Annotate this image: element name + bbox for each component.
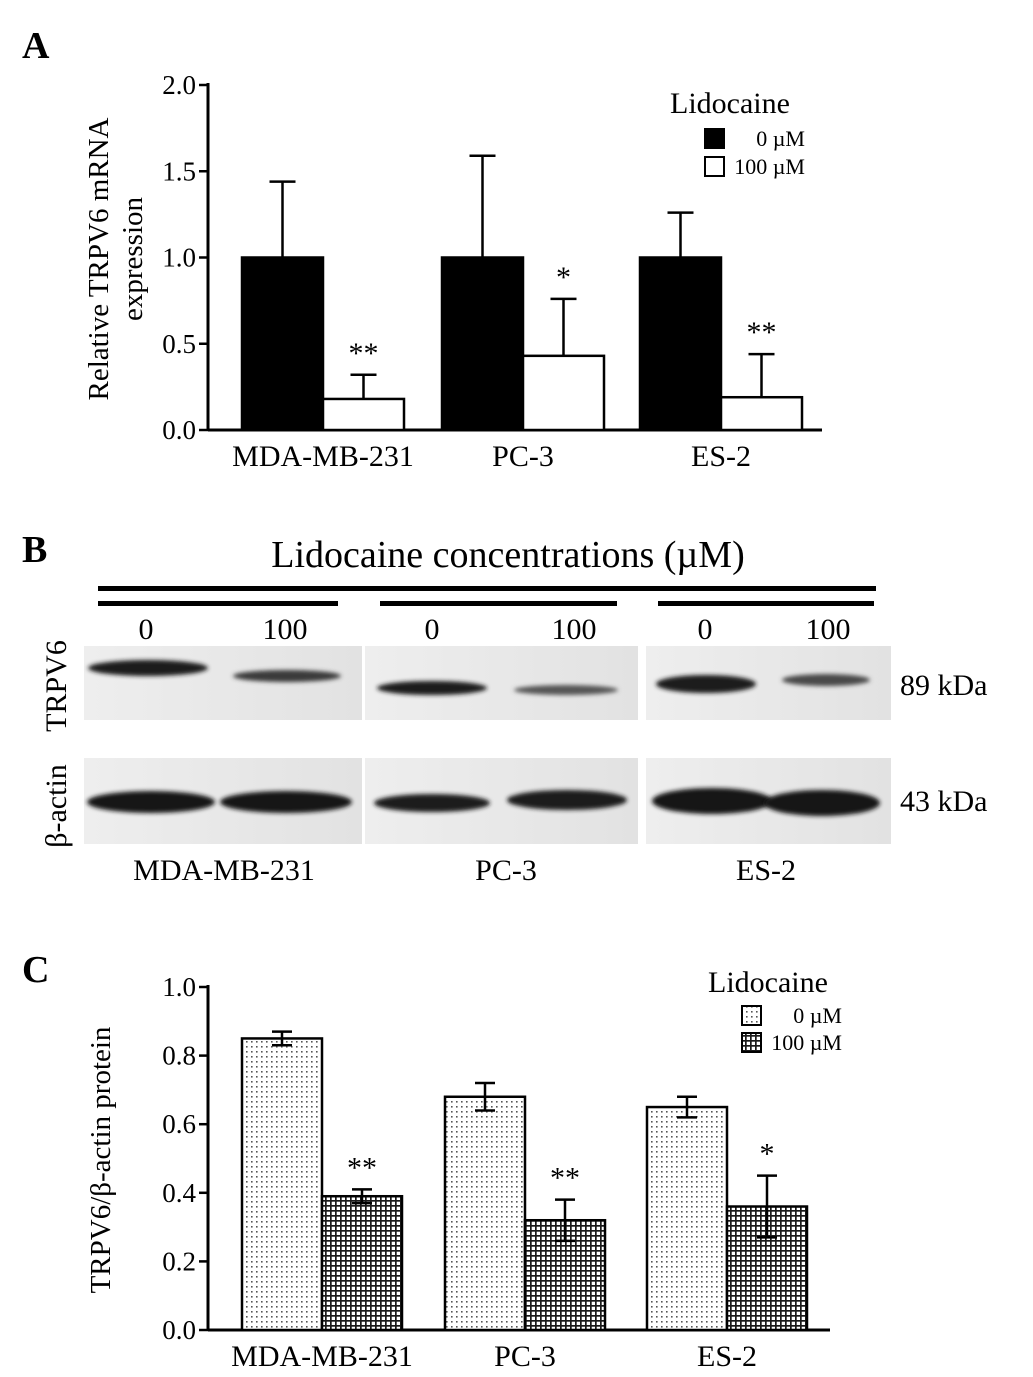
panel-a-legend-title: Lidocaine (670, 87, 790, 120)
band-actin-es2-100 (764, 790, 880, 816)
significance-marker: ** (349, 337, 379, 370)
legend-swatch (741, 1032, 762, 1053)
blot-row-label-trpv6: TRPV6 (40, 640, 73, 732)
band-actin-mda-100 (220, 791, 352, 813)
blot-row-label-actin: β-actin (40, 764, 73, 848)
panel-c-legend-title: Lidocaine (708, 966, 828, 999)
band-trpv6-pc3-100 (514, 685, 618, 695)
bar-control (443, 1095, 527, 1332)
y-tick-label: 0.4 (162, 1178, 196, 1208)
y-tick-label: 0.0 (162, 415, 196, 445)
blot-strip-trpv6-mda (84, 646, 362, 720)
legend-swatch (704, 128, 725, 149)
significance-marker: ** (747, 316, 777, 349)
blot-group-bar-mda (98, 601, 338, 606)
significance-marker: * (760, 1138, 775, 1171)
y-tick-label: 0.8 (162, 1041, 196, 1071)
panel-c-chart: 0.0 0.2 0.4 0.6 0.8 1.0 ** MDA-MB-231 ** PC-3 * ES-… (162, 972, 842, 1373)
y-tick-label: 0.2 (162, 1246, 196, 1276)
band-trpv6-mda-0 (88, 660, 208, 676)
band-actin-pc3-0 (374, 794, 490, 812)
significance-marker: ** (550, 1162, 580, 1195)
bar-lidocaine (320, 1194, 404, 1332)
panel-a-letter: A (22, 25, 50, 67)
blot-cell-line-label: MDA-MB-231 (133, 854, 315, 887)
blot-cell-line-label: PC-3 (475, 854, 537, 887)
lane-label: 100 (263, 613, 308, 646)
size-label-trpv6: 89 kDa (900, 669, 987, 702)
panel-b-letter: B (22, 529, 47, 571)
lane-label: 100 (806, 613, 851, 646)
panel-c-letter: C (22, 949, 49, 991)
significance-marker: * (556, 261, 571, 294)
legend-label: 100 µM (734, 154, 805, 179)
x-tick-label: PC-3 (492, 440, 554, 473)
panel-c-y-axis-label: TRPV6/β-actin protein (85, 1026, 117, 1293)
blot-top-bar (98, 586, 876, 591)
band-trpv6-mda-100 (233, 670, 341, 682)
blot-group-bar-es2 (658, 601, 874, 606)
band-actin-es2-0 (652, 788, 772, 814)
legend-label: 100 µM (771, 1030, 842, 1055)
lane-label: 0 (139, 613, 154, 646)
band-trpv6-es2-100 (782, 674, 870, 686)
bar-control (240, 256, 325, 432)
y-tick-label: 1.0 (162, 972, 196, 1002)
lane-label: 0 (698, 613, 713, 646)
lane-label: 100 (552, 613, 597, 646)
bar-control (240, 1037, 324, 1332)
y-tick-label: 0.6 (162, 1109, 196, 1139)
x-tick-label: MDA-MB-231 (232, 440, 414, 473)
legend-label: 0 µM (756, 126, 805, 151)
blot-cell-line-label: ES-2 (736, 854, 796, 887)
y-tick-label: 1.0 (162, 243, 196, 273)
band-actin-pc3-100 (507, 790, 627, 810)
band-actin-mda-0 (87, 791, 215, 813)
x-tick-label: ES-2 (691, 440, 751, 473)
y-tick-label: 0.5 (162, 329, 196, 359)
bar-control (638, 256, 723, 432)
band-trpv6-pc3-0 (377, 681, 487, 695)
x-tick-label: ES-2 (697, 1340, 757, 1373)
blot-title: Lidocaine concentrations (µM) (271, 534, 745, 576)
bar-control (440, 256, 525, 432)
legend-label: 0 µM (793, 1003, 842, 1028)
legend-swatch (741, 1005, 762, 1026)
y-tick-label: 2.0 (162, 70, 196, 100)
x-tick-label: MDA-MB-231 (231, 1340, 413, 1373)
panel-a-y-axis-label-line1: Relative TRPV6 mRNA (83, 117, 115, 400)
bar-lidocaine (719, 395, 804, 432)
panel-a-chart: 0.0 0.5 1.0 1.5 2.0 ** MDA-MB-231 * PC-3 ** ES-2 0 … (162, 70, 822, 473)
band-trpv6-es2-0 (656, 675, 756, 693)
significance-marker: ** (347, 1151, 377, 1184)
legend-swatch (704, 156, 725, 177)
size-label-actin: 43 kDa (900, 785, 987, 818)
y-tick-label: 0.0 (162, 1315, 196, 1345)
y-tick-label: 1.5 (162, 156, 196, 186)
x-tick-label: PC-3 (494, 1340, 556, 1373)
bar-control (645, 1105, 729, 1332)
panel-a-y-axis-label-line2: expression (117, 196, 149, 321)
blot-group-bar-pc3 (380, 601, 617, 606)
lane-label: 0 (425, 613, 440, 646)
bar-lidocaine (521, 354, 606, 432)
bar-lidocaine (321, 397, 406, 432)
